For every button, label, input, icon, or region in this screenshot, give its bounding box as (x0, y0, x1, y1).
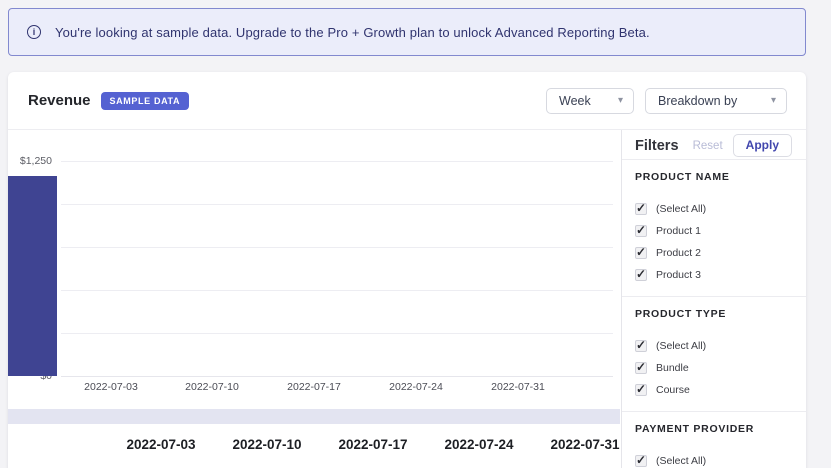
filter-section-header: PRODUCT TYPE (635, 308, 793, 320)
banner-text: You're looking at sample data. Upgrade t… (55, 25, 650, 40)
breakdown-select[interactable]: Breakdown by (645, 88, 787, 114)
y-axis-tick: $1,250 (8, 155, 52, 167)
card-header: Revenue SAMPLE DATA Week Breakdown by (8, 72, 806, 130)
apply-button[interactable]: Apply (733, 134, 792, 157)
checkbox-icon[interactable] (635, 362, 647, 374)
filter-option-label: Course (656, 384, 690, 396)
table-header-spacer-cell (8, 437, 108, 452)
sample-data-badge: SAMPLE DATA (101, 92, 190, 110)
chevron-down-icon (771, 95, 776, 106)
filters-title: Filters (635, 138, 679, 154)
filter-section-header: PRODUCT NAME (635, 171, 793, 183)
info-icon (27, 25, 41, 39)
filters-panel: Filters Reset Apply PRODUCT NAME (Select… (621, 130, 806, 468)
checkbox-icon[interactable] (635, 384, 647, 396)
checkbox-icon[interactable] (635, 203, 647, 215)
chevron-down-icon (618, 95, 623, 106)
filter-option-course[interactable]: Course (635, 383, 793, 396)
gridline (61, 290, 613, 291)
x-axis-tick: 2022-07-17 (269, 381, 359, 393)
gridline (61, 376, 613, 377)
interval-select[interactable]: Week (546, 88, 634, 114)
x-axis-tick: 2022-07-31 (473, 381, 563, 393)
checkbox-icon[interactable] (635, 455, 647, 467)
horizontal-scrollbar[interactable] (8, 409, 620, 424)
bar-chart-plot: $1,250 $1,000 $750 $500 $250 $0 2022-07-… (8, 130, 621, 409)
filter-section-header: PAYMENT PROVIDER (635, 423, 793, 435)
revenue-bar (8, 300, 57, 376)
filter-option-product-2[interactable]: Product 2 (635, 246, 793, 259)
sample-data-banner: You're looking at sample data. Upgrade t… (8, 8, 806, 56)
gridline (61, 247, 613, 248)
filter-option-bundle[interactable]: Bundle (635, 361, 793, 374)
filter-option-select-all[interactable]: (Select All) (635, 202, 793, 215)
filter-option-label: Product 3 (656, 269, 701, 281)
filter-option-label: Product 2 (656, 247, 701, 259)
gridline (61, 333, 613, 334)
table-header-cell: 2022-07-31 (532, 437, 621, 452)
gridline (61, 161, 613, 162)
checkbox-icon[interactable] (635, 247, 647, 259)
breakdown-select-value: Breakdown by (658, 94, 737, 108)
reset-link[interactable]: Reset (693, 140, 723, 152)
card-body: $1,250 $1,000 $750 $500 $250 $0 2022-07-… (8, 130, 806, 468)
revenue-chart: $1,250 $1,000 $750 $500 $250 $0 2022-07-… (8, 130, 621, 468)
checkbox-icon[interactable] (635, 340, 647, 352)
filter-option-product-3[interactable]: Product 3 (635, 268, 793, 281)
filter-option-select-all[interactable]: (Select All) (635, 454, 793, 467)
filter-option-label: (Select All) (656, 455, 706, 467)
filter-option-select-all[interactable]: (Select All) (635, 339, 793, 352)
page-title: Revenue (28, 92, 91, 109)
x-axis-tick: 2022-07-10 (167, 381, 257, 393)
x-axis-tick: 2022-07-24 (371, 381, 461, 393)
advanced-reporting-page: You're looking at sample data. Upgrade t… (0, 0, 831, 468)
table-header-cell: 2022-07-03 (108, 437, 214, 452)
revenue-card: Revenue SAMPLE DATA Week Breakdown by (8, 72, 806, 468)
x-axis-tick: 2022-07-03 (66, 381, 156, 393)
table-header-cell: 2022-07-17 (320, 437, 426, 452)
data-table-header-row: 2022-07-03 2022-07-10 2022-07-17 2022-07… (8, 437, 621, 452)
filter-section-product-type: PRODUCT TYPE (Select All) Bundle Course (622, 297, 806, 412)
filter-option-label: (Select All) (656, 203, 706, 215)
checkbox-icon[interactable] (635, 225, 647, 237)
checkbox-icon[interactable] (635, 269, 647, 281)
filter-option-label: Product 1 (656, 225, 701, 237)
header-controls: Week Breakdown by (546, 88, 787, 114)
table-header-cell: 2022-07-24 (426, 437, 532, 452)
filter-section-product-name: PRODUCT NAME (Select All) Product 1 Prod… (622, 160, 806, 297)
filter-option-product-1[interactable]: Product 1 (635, 224, 793, 237)
filter-option-label: (Select All) (656, 340, 706, 352)
filter-option-label: Bundle (656, 362, 689, 374)
table-header-cell: 2022-07-10 (214, 437, 320, 452)
filter-section-payment-provider: PAYMENT PROVIDER (Select All) (622, 412, 806, 468)
interval-select-value: Week (559, 94, 591, 108)
filters-header: Filters Reset Apply (622, 130, 806, 160)
gridline (61, 204, 613, 205)
